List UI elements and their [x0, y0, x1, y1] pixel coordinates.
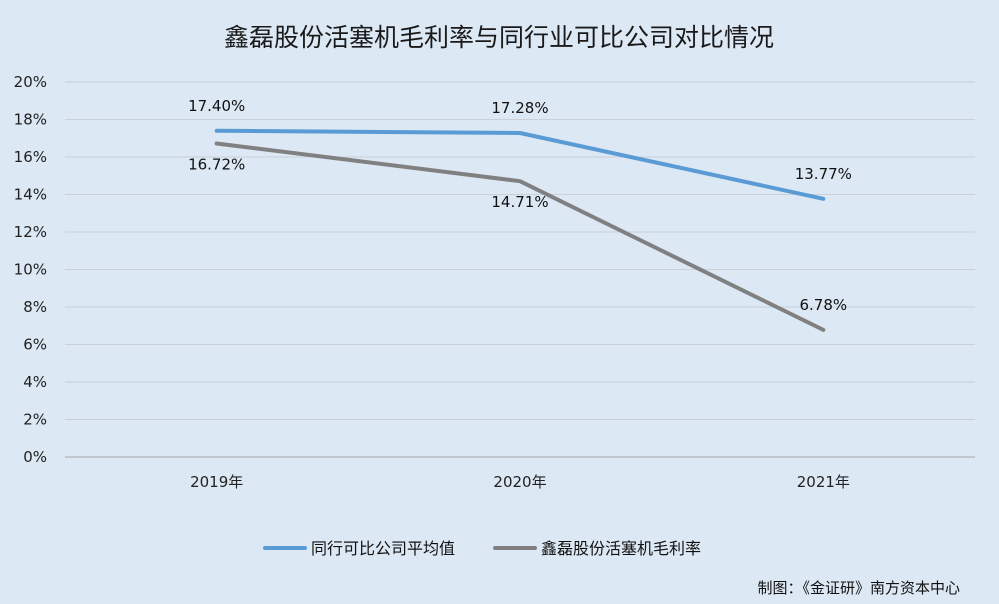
data-label: 16.72% — [188, 156, 245, 174]
data-label: 17.40% — [188, 97, 245, 115]
data-label: 17.28% — [491, 99, 548, 117]
y-tick-label: 20% — [14, 73, 47, 91]
y-tick-label: 0% — [23, 448, 47, 466]
x-tick-label: 2021年 — [797, 473, 850, 491]
series-line-0 — [214, 128, 826, 201]
chart-title: 鑫磊股份活塞机毛利率与同行业可比公司对比情况 — [224, 23, 774, 52]
y-tick-label: 6% — [23, 336, 47, 354]
y-tick-label: 12% — [14, 223, 47, 241]
legend-label: 鑫磊股份活塞机毛利率 — [541, 539, 701, 558]
y-tick-label: 10% — [14, 261, 47, 279]
data-label: 13.77% — [795, 165, 852, 183]
credit-text: 制图：《金证研》南方资本中心 — [757, 579, 960, 597]
y-tick-label: 16% — [14, 148, 47, 166]
data-labels: 17.40% 17.28% 13.77% 16.72% 14.71% 6.78% — [188, 97, 852, 314]
y-axis-ticks: 0% 2% 4% 6% 8% 10% 12% 14% 16% 18% 20% — [14, 73, 47, 466]
series-line-1 — [214, 141, 826, 332]
y-tick-label: 2% — [23, 411, 47, 429]
data-label: 6.78% — [800, 296, 848, 314]
x-tick-label: 2019年 — [190, 473, 243, 491]
y-tick-label: 8% — [23, 298, 47, 316]
y-tick-label: 18% — [14, 111, 47, 129]
legend: 同行可比公司平均值 鑫磊股份活塞机毛利率 — [263, 539, 701, 558]
y-tick-label: 4% — [23, 373, 47, 391]
y-tick-label: 14% — [14, 186, 47, 204]
x-tick-label: 2020年 — [493, 473, 546, 491]
legend-label: 同行可比公司平均值 — [311, 539, 455, 558]
x-axis-ticks: 2019年 2020年 2021年 — [190, 473, 850, 491]
grid-layer — [65, 81, 975, 458]
series-layer — [214, 128, 826, 332]
data-label: 14.71% — [491, 193, 548, 211]
